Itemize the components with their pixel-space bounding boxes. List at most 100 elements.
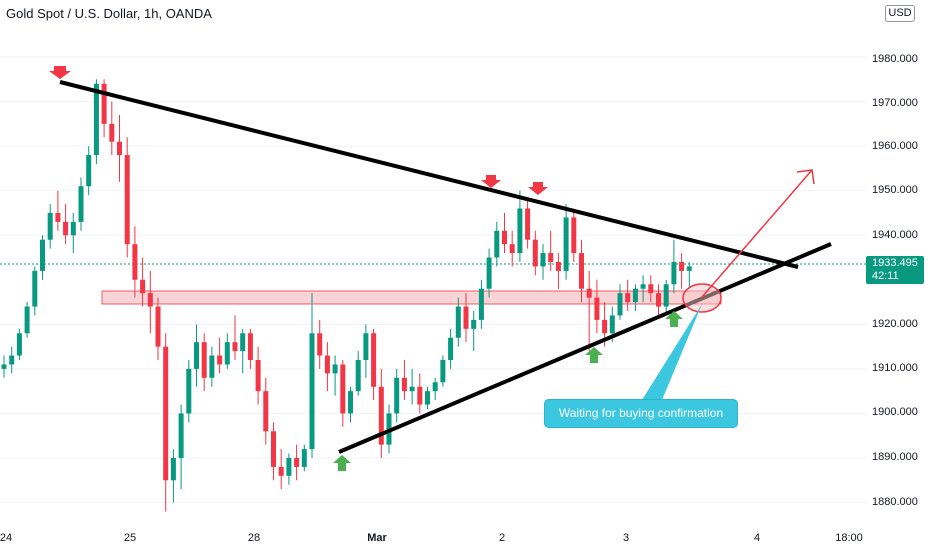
candle-body	[440, 359, 446, 383]
candle-body	[571, 217, 577, 254]
last-price-tag: 1933.495 42:11	[866, 256, 924, 284]
candle-body	[301, 449, 307, 467]
candle-body	[540, 253, 546, 267]
candle	[563, 204, 569, 280]
candle-body	[509, 244, 515, 254]
candle-body	[294, 458, 300, 467]
candle-body	[348, 391, 353, 414]
candle-body	[124, 155, 130, 245]
candle	[448, 328, 454, 369]
candle	[486, 248, 492, 298]
candle	[194, 324, 199, 387]
buy-signal-arrow-icon	[585, 347, 603, 363]
candle	[648, 275, 654, 303]
candle-body	[671, 261, 677, 285]
candle	[117, 114, 122, 182]
annotation-callout[interactable]: Waiting for buying confirmation	[544, 399, 738, 428]
candle-body	[548, 253, 554, 262]
candle-body	[109, 123, 115, 142]
candle-body	[170, 458, 176, 481]
candle-body	[1, 364, 7, 369]
candle	[294, 444, 300, 481]
candle	[478, 279, 484, 329]
candle-body	[625, 293, 631, 303]
candle-body	[532, 239, 538, 267]
candle	[463, 293, 469, 343]
candle-body	[517, 208, 523, 254]
candle-body	[286, 458, 292, 476]
candle	[617, 284, 623, 320]
candle-body	[63, 221, 69, 236]
candle	[571, 208, 577, 262]
buy-signal-arrow-icon	[665, 311, 683, 327]
candle	[409, 368, 415, 405]
candle	[332, 355, 338, 396]
candle-body	[263, 391, 269, 432]
projection-arrow-line	[701, 169, 813, 298]
candle	[271, 422, 276, 481]
candle-body	[409, 386, 415, 392]
candle	[86, 146, 92, 196]
candle-body	[117, 141, 122, 156]
candle	[371, 328, 377, 401]
currency-selector[interactable]: USD	[885, 5, 915, 22]
candle-body	[586, 288, 592, 298]
candle	[579, 239, 584, 303]
candle-body	[478, 288, 484, 320]
candle-body	[602, 319, 608, 334]
candle	[455, 297, 461, 347]
candle	[509, 230, 515, 267]
candle	[240, 328, 246, 374]
candle	[217, 337, 223, 374]
candle-body	[425, 391, 430, 405]
candle-body	[24, 306, 30, 334]
candle	[47, 204, 53, 249]
candle	[502, 212, 507, 254]
sell-signal-arrow-icon	[481, 175, 501, 188]
candle-body	[194, 342, 199, 369]
candle-body	[609, 315, 615, 334]
candle-body	[579, 253, 584, 289]
time-axis-label: 3	[622, 532, 630, 544]
candle	[109, 101, 115, 156]
candle	[78, 177, 84, 231]
candle-body	[394, 377, 400, 414]
projection-arrow-head	[796, 169, 815, 185]
candle-body	[656, 293, 661, 307]
sell-signal-arrow-icon	[49, 66, 71, 79]
candle-body	[140, 279, 146, 294]
candle-body	[594, 297, 600, 320]
price-axis-label: 1980.000	[872, 53, 918, 65]
candle-body	[155, 306, 161, 347]
candle-body	[186, 368, 192, 414]
candle	[163, 333, 169, 512]
candle	[232, 315, 238, 360]
candle	[663, 279, 669, 316]
candle	[263, 377, 269, 445]
candle-body	[55, 212, 61, 222]
candle	[124, 137, 130, 258]
candle	[586, 270, 592, 352]
candle	[55, 190, 61, 231]
support-trendline	[338, 242, 832, 454]
candle-body	[486, 257, 492, 289]
candle-body	[648, 284, 654, 294]
candle	[224, 333, 230, 369]
candle	[471, 310, 477, 352]
candle-body	[232, 342, 238, 352]
candle-body	[47, 212, 53, 240]
candle	[432, 377, 438, 401]
candle	[16, 328, 22, 360]
price-axis-label: 1960.000	[872, 140, 918, 152]
candle	[93, 79, 99, 164]
candle-body	[217, 355, 223, 365]
candle-body	[93, 83, 99, 156]
confirmation-circle	[682, 283, 722, 313]
candle	[540, 244, 546, 280]
candle	[440, 355, 446, 387]
time-axis-label: 18:00	[835, 532, 863, 544]
candle-body	[371, 333, 377, 387]
time-axis-label: 24	[0, 532, 13, 544]
price-axis-label: 1890.000	[872, 451, 918, 463]
